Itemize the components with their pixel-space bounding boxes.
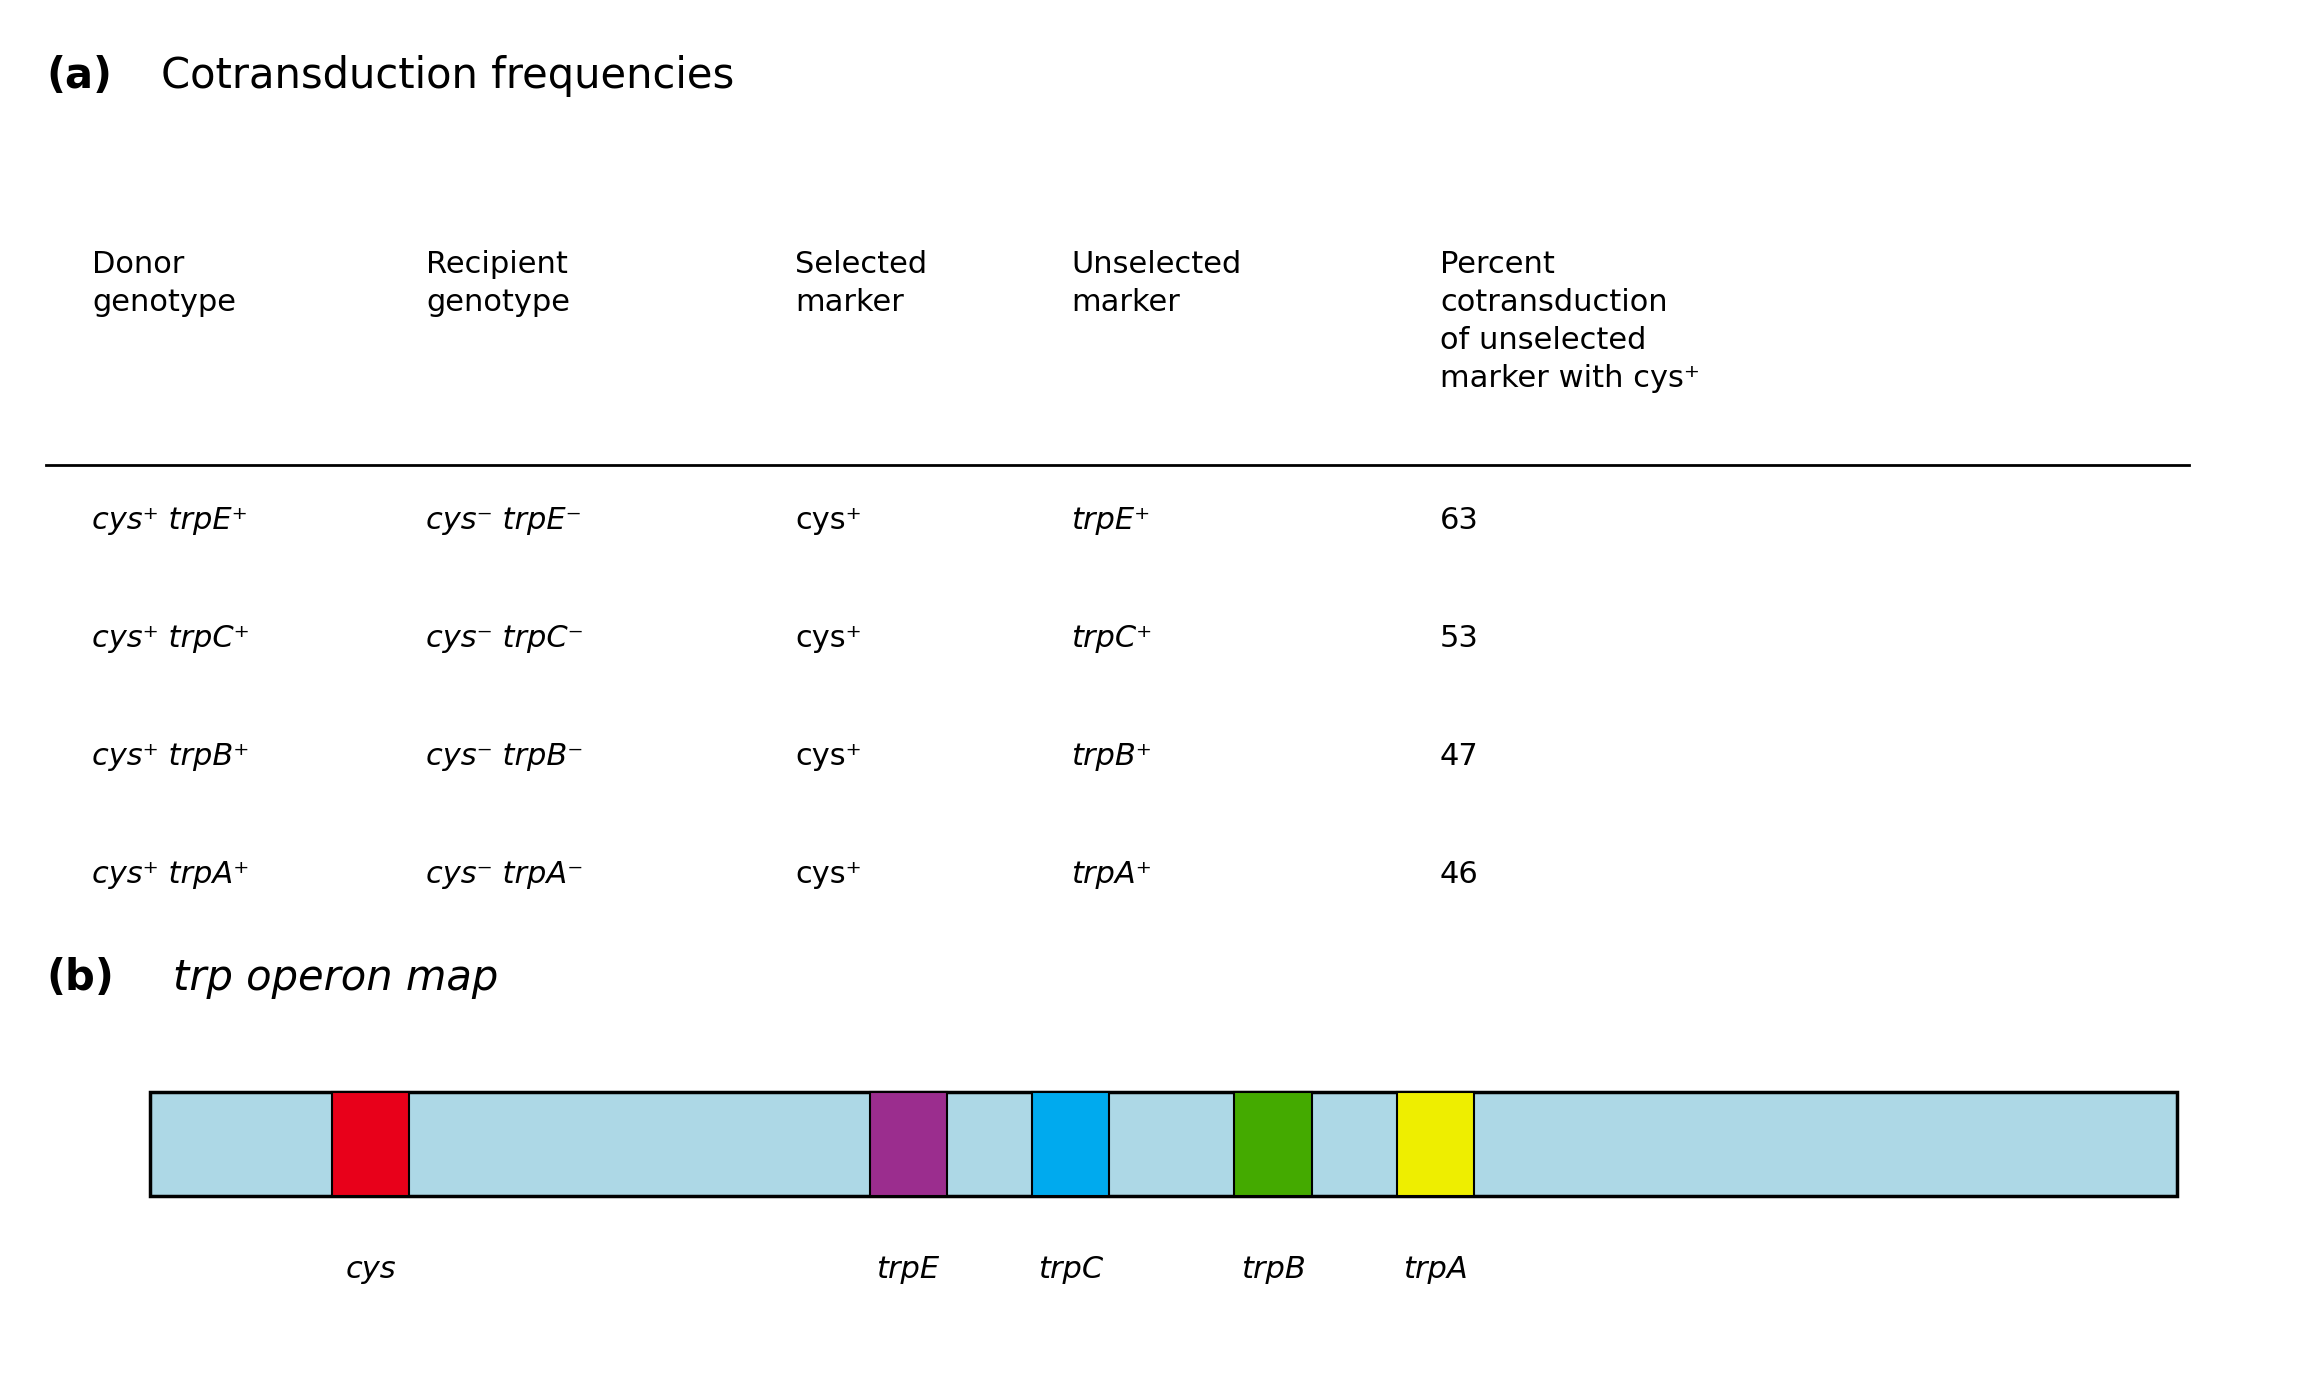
Text: 53: 53 bbox=[1440, 624, 1479, 653]
FancyBboxPatch shape bbox=[1396, 1092, 1475, 1196]
Text: trp operon map: trp operon map bbox=[173, 957, 498, 999]
Text: cys⁺ trpB⁺: cys⁺ trpB⁺ bbox=[92, 742, 249, 771]
Text: trpE⁺: trpE⁺ bbox=[1071, 506, 1150, 535]
Text: Selected
marker: Selected marker bbox=[795, 250, 926, 316]
FancyBboxPatch shape bbox=[332, 1092, 410, 1196]
FancyBboxPatch shape bbox=[1235, 1092, 1311, 1196]
Text: cys⁺ trpC⁺: cys⁺ trpC⁺ bbox=[92, 624, 249, 653]
Text: trpA⁺: trpA⁺ bbox=[1071, 860, 1152, 889]
Text: trpB: trpB bbox=[1240, 1255, 1306, 1284]
Text: trpC⁺: trpC⁺ bbox=[1071, 624, 1152, 653]
Text: cys⁺ trpE⁺: cys⁺ trpE⁺ bbox=[92, 506, 249, 535]
Text: cys⁻ trpB⁻: cys⁻ trpB⁻ bbox=[426, 742, 583, 771]
Text: cys⁻ trpE⁻: cys⁻ trpE⁻ bbox=[426, 506, 583, 535]
Text: cys⁺ trpA⁺: cys⁺ trpA⁺ bbox=[92, 860, 249, 889]
Text: 46: 46 bbox=[1440, 860, 1479, 889]
Text: cys⁺: cys⁺ bbox=[795, 506, 862, 535]
Text: cys⁺: cys⁺ bbox=[795, 860, 862, 889]
Text: cys⁺: cys⁺ bbox=[795, 742, 862, 771]
Text: Donor
genotype: Donor genotype bbox=[92, 250, 235, 316]
Text: 63: 63 bbox=[1440, 506, 1479, 535]
Text: Cotransduction frequencies: Cotransduction frequencies bbox=[161, 55, 735, 97]
Text: cys⁺: cys⁺ bbox=[795, 624, 862, 653]
FancyBboxPatch shape bbox=[1032, 1092, 1108, 1196]
Text: cys: cys bbox=[346, 1255, 396, 1284]
Text: 47: 47 bbox=[1440, 742, 1479, 771]
Text: Percent
cotransduction
of unselected
marker with cys⁺: Percent cotransduction of unselected mar… bbox=[1440, 250, 1700, 394]
Text: trpA: trpA bbox=[1403, 1255, 1468, 1284]
Text: Recipient
genotype: Recipient genotype bbox=[426, 250, 571, 316]
Text: cys⁻ trpC⁻: cys⁻ trpC⁻ bbox=[426, 624, 583, 653]
Text: (a): (a) bbox=[46, 55, 113, 97]
Text: trpC: trpC bbox=[1037, 1255, 1104, 1284]
Text: Unselected
marker: Unselected marker bbox=[1071, 250, 1242, 316]
Text: (b): (b) bbox=[46, 957, 113, 999]
Text: trpB⁺: trpB⁺ bbox=[1071, 742, 1152, 771]
Text: trpE: trpE bbox=[876, 1255, 940, 1284]
Text: cys⁻ trpA⁻: cys⁻ trpA⁻ bbox=[426, 860, 583, 889]
FancyBboxPatch shape bbox=[869, 1092, 947, 1196]
FancyBboxPatch shape bbox=[150, 1092, 2177, 1196]
